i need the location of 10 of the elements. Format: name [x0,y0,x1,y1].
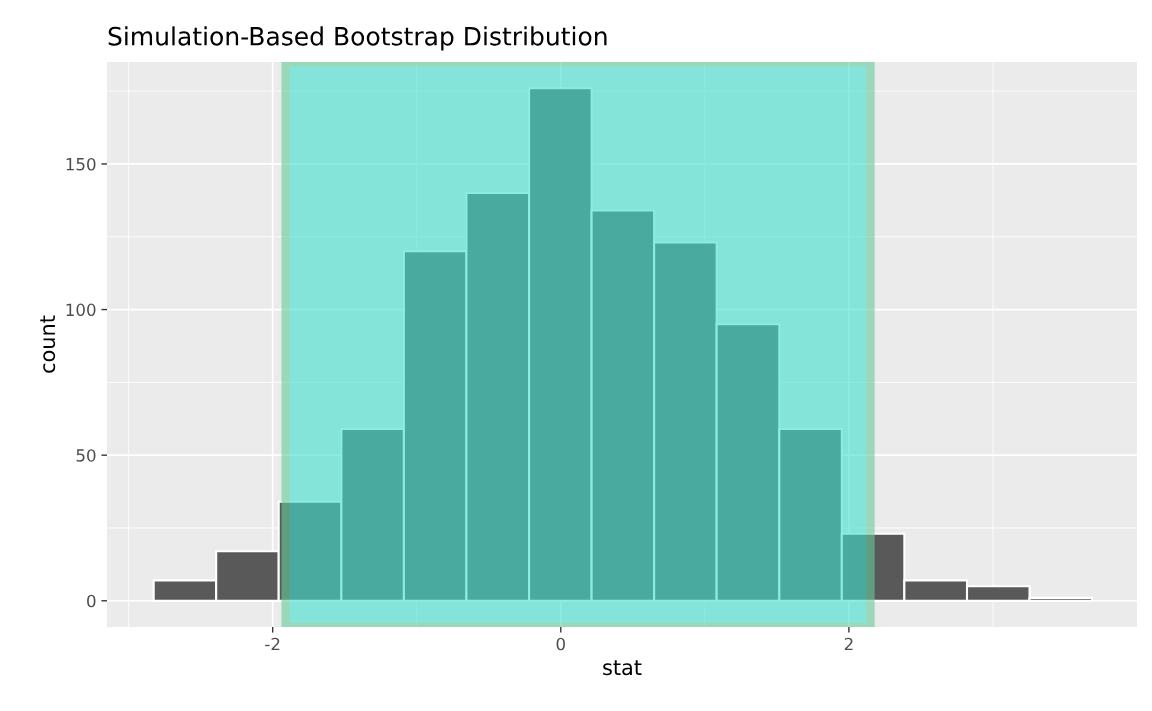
chart-title: Simulation-Based Bootstrap Distribution [108,26,607,51]
x-axis-title: stat [603,660,642,676]
x-tick-label: 2 [844,637,853,651]
y-tick-label: 0 [87,594,96,608]
x-tick-label: 0 [556,637,565,651]
y-axis-title: count [40,315,56,373]
y-tick-label: 50 [76,449,96,462]
y-tick-label: 100 [66,303,96,317]
x-tick-label: -2 [265,637,280,651]
y-tick-label: 150 [66,157,96,171]
